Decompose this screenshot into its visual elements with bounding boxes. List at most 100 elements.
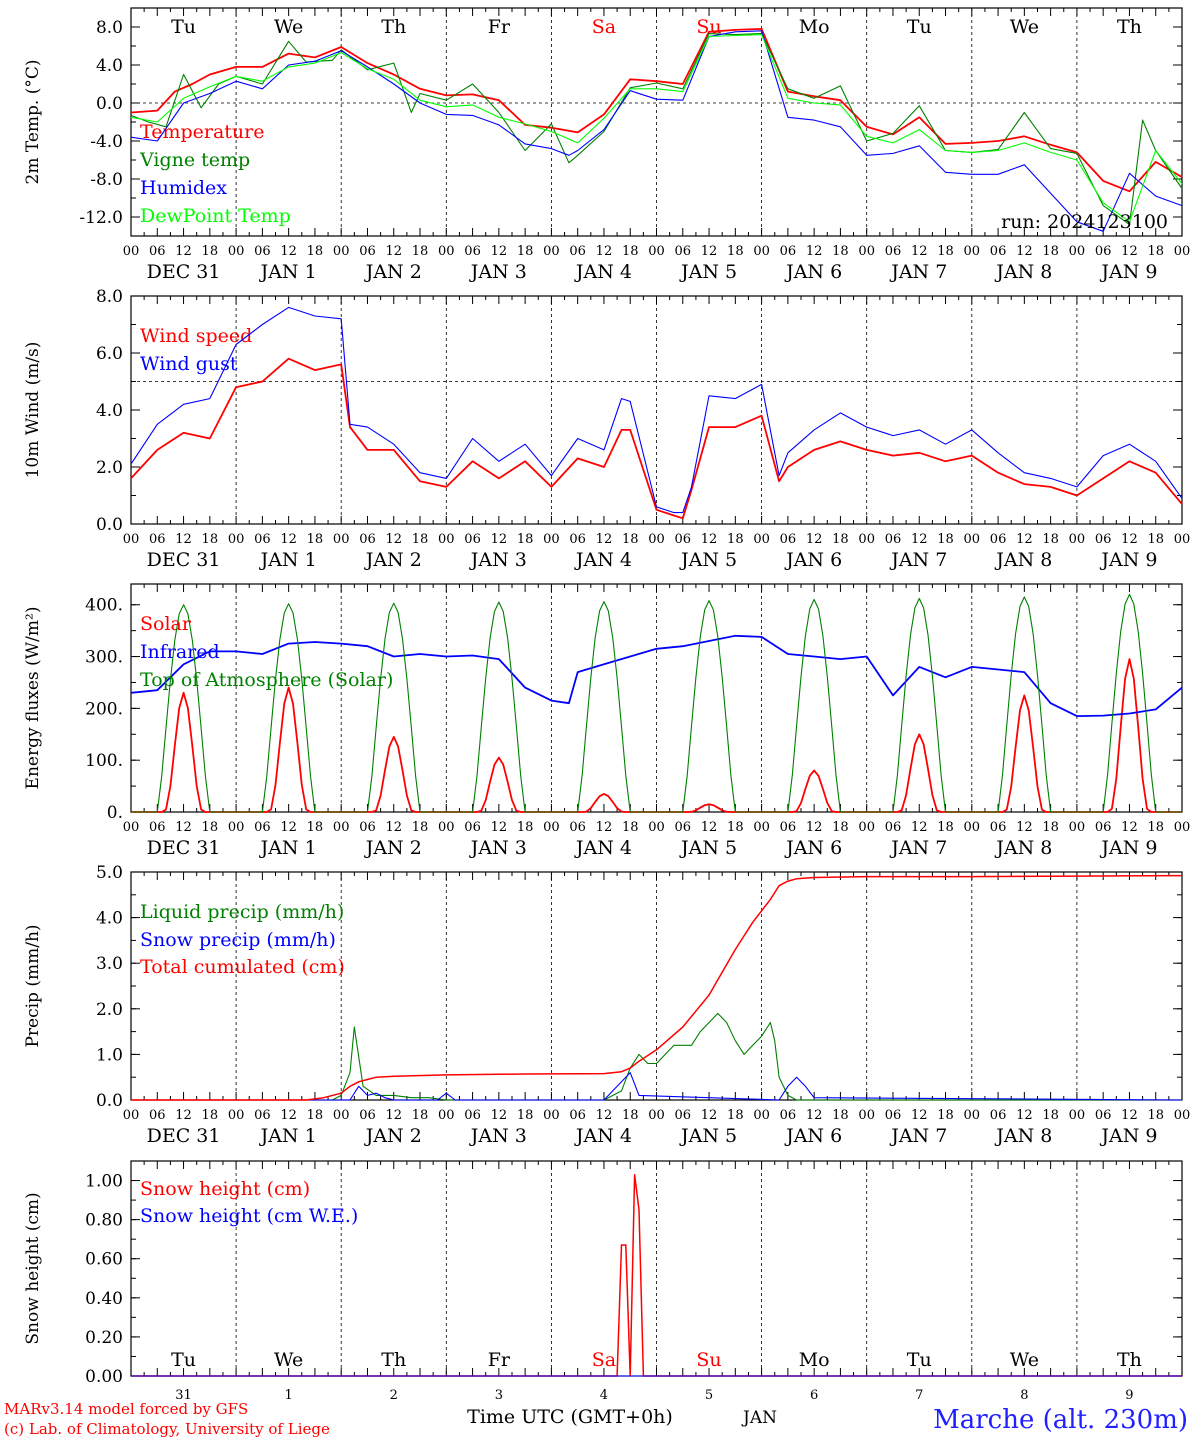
x-date-label: JAN 6 [784,549,842,571]
x-hour-label: 00 [858,532,875,547]
x-hour-label: 06 [464,1108,481,1123]
y-tick-label: 6.0 [96,344,123,364]
y-tick-label: 0.80 [85,1211,123,1231]
x-hour-label: 00 [753,1108,770,1123]
x-hour-label: 18 [1147,820,1164,835]
series-line [131,593,1182,813]
x-hour-label: 18 [622,820,639,835]
x-hour-label: 00 [648,820,665,835]
x-hour-label: 06 [359,244,376,259]
x-hour-label: 06 [675,820,692,835]
x-date-label: JAN 4 [574,837,632,859]
x-hour-label: 00 [1069,1108,1086,1123]
weekday-label: Mo [799,1349,830,1371]
x-hour-label: 06 [569,1108,586,1123]
x-hour-label: 18 [727,244,744,259]
x-date-label: DEC 31 [147,837,221,859]
x-hour-label: 06 [1095,1108,1112,1123]
series-line [130,34,1183,223]
y-tick-label: 1.00 [85,1172,123,1192]
x-date-label: JAN 7 [889,1125,947,1147]
weekday-label: Tu [907,1349,932,1371]
x-hour-label: 18 [202,820,219,835]
legend-label: Infrared [140,641,220,663]
x-hour-label: 12 [280,1108,297,1123]
x-date-label: JAN 5 [679,261,737,283]
x-hour-label: 06 [885,244,902,259]
x-hour-label: 00 [333,1108,350,1123]
series-line [131,1012,1182,1101]
x-hour-label: 00 [648,244,665,259]
x-hour-label: 06 [359,532,376,547]
x-hour-label: 06 [990,532,1007,547]
y-tick-label: 1.0 [96,1045,123,1065]
x-date-label: JAN 5 [679,837,737,859]
x-hour-label: 00 [1069,532,1086,547]
x-hour-label: 00 [1174,532,1191,547]
x-hour-label: 18 [1042,532,1059,547]
station-label: Marche (alt. 230m) [933,1405,1188,1435]
x-hour-label: 18 [202,1108,219,1123]
y-tick-label: 0.0 [96,1091,123,1111]
x-hour-label: 00 [333,244,350,259]
x-hour-label: 00 [228,532,245,547]
x-hour-label: 12 [701,244,718,259]
x-hour-label: 06 [464,532,481,547]
y-tick-label: 0. [107,803,123,823]
x-hour-label: 12 [175,532,192,547]
y-tick-label: 4.0 [96,401,123,421]
x-hour-label: 06 [149,244,166,259]
x-hour-label: 18 [1147,1108,1164,1123]
x-hour-label: 00 [858,244,875,259]
x-hour-label: 12 [385,532,402,547]
x-hour-label: 06 [359,820,376,835]
x-hour-label: 12 [491,532,508,547]
legend-label: Wind speed [140,325,252,347]
y-axis-label: Energy fluxes (W/m²) [23,607,43,790]
x-date-label: JAN 9 [1099,261,1157,283]
y-axis-label: Precip (mm/h) [23,924,43,1047]
weekday-label: We [274,16,303,38]
weekday-label: We [1010,16,1039,38]
credit-line: (c) Lab. of Climatology, University of L… [4,1420,330,1438]
y-axis-label: 2m Temp. (°C) [23,59,43,184]
x-hour-label: 12 [596,244,613,259]
weekday-label: Tu [171,1349,196,1371]
x-hour-label: 00 [753,244,770,259]
x-hour-label: 06 [569,820,586,835]
y-tick-label: 0.0 [96,515,123,535]
x-hour-label: 18 [412,1108,429,1123]
x-hour-label: 18 [517,244,534,259]
y-tick-label: -12.0 [79,208,123,228]
x-hour-label: 12 [701,532,718,547]
day-number: 3 [495,1388,503,1403]
x-hour-label: 00 [648,1108,665,1123]
y-tick-label: 0.40 [85,1289,123,1309]
x-hour-label: 12 [491,244,508,259]
credit-line: MARv3.14 model forced by GFS [4,1400,248,1418]
x-hour-label: 18 [1147,532,1164,547]
x-date-label: JAN 9 [1099,1125,1157,1147]
run-label: run: 2024123100 [1001,211,1168,233]
x-hour-label: 18 [307,532,324,547]
y-tick-label: 8.0 [96,18,123,38]
x-hour-label: 12 [1016,244,1033,259]
x-date-label: JAN 4 [574,261,632,283]
x-hour-label: 12 [806,820,823,835]
x-hour-label: 12 [280,820,297,835]
x-hour-label: 06 [675,244,692,259]
x-hour-label: 06 [885,532,902,547]
x-hour-label: 06 [675,1108,692,1123]
legend-label: Total cumulated (cm) [140,956,345,978]
day-number: 5 [705,1388,713,1403]
x-hour-label: 18 [412,532,429,547]
x-hour-label: 18 [622,532,639,547]
x-hour-label: 18 [307,820,324,835]
x-hour-label: 06 [464,820,481,835]
x-hour-label: 06 [780,1108,797,1123]
x-date-label: JAN 1 [259,1125,317,1147]
y-tick-label: 5.0 [96,863,123,883]
weekday-label: Tu [171,16,196,38]
x-date-label: JAN 3 [469,261,527,283]
